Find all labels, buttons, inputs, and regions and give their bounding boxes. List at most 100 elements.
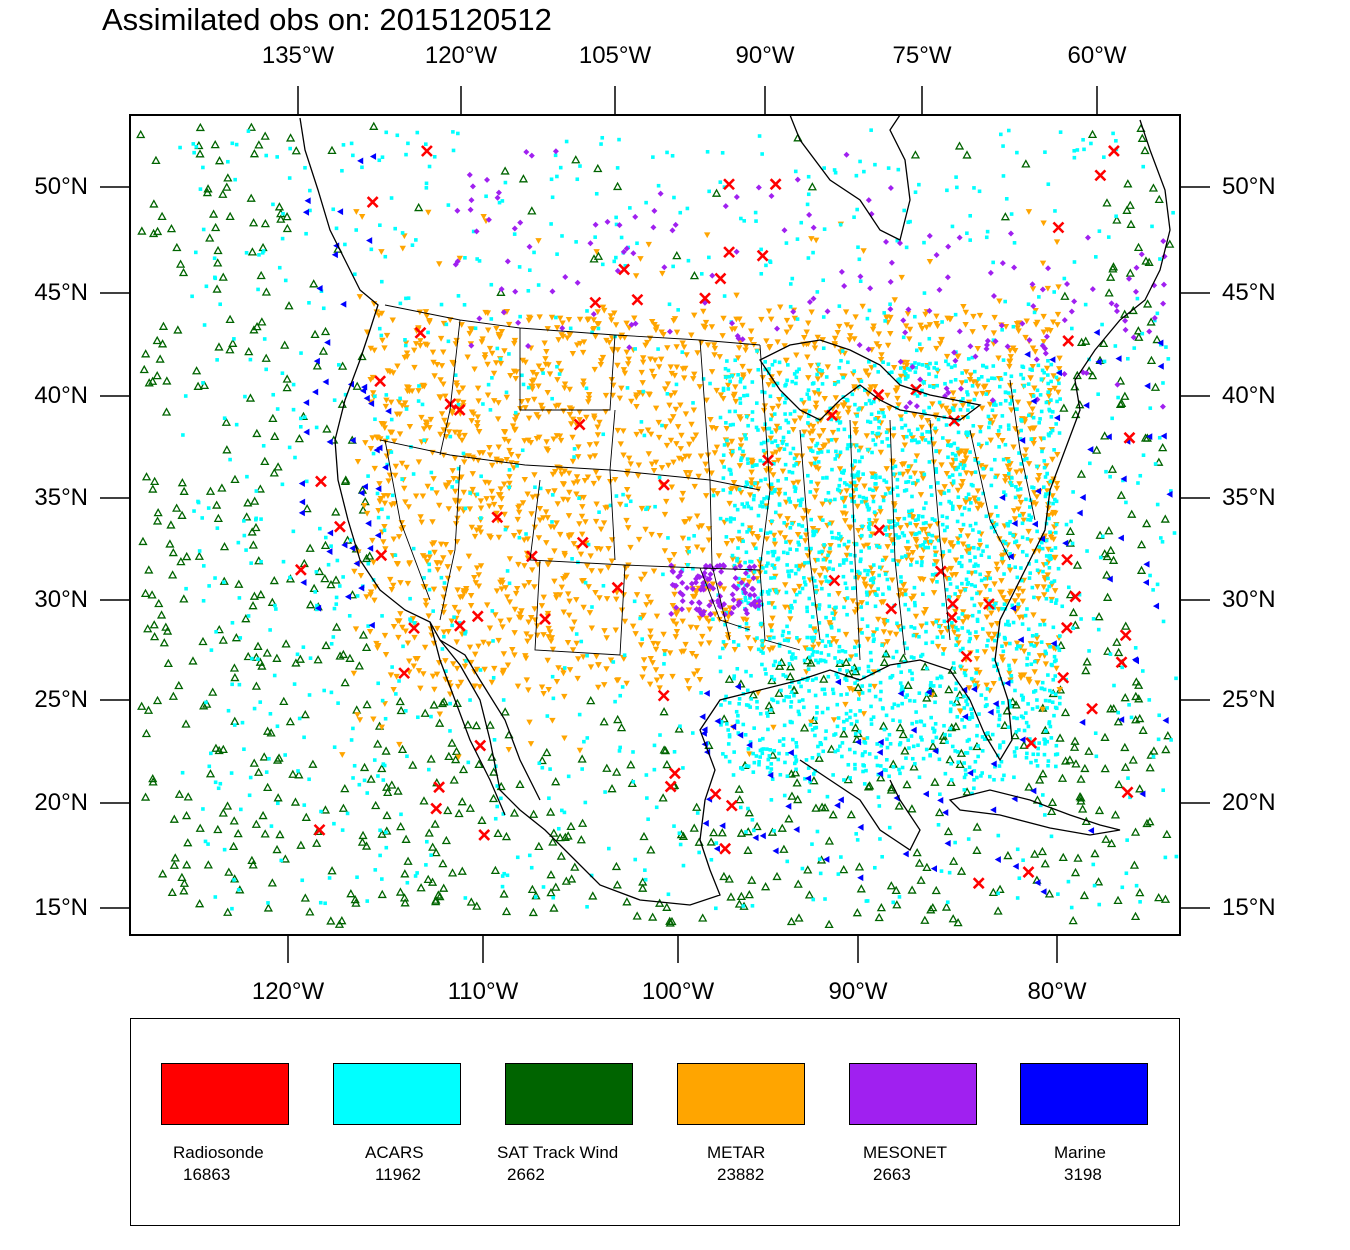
sat-track-wind-marker [199,701,209,710]
acars-marker [736,713,740,718]
acars-marker [481,402,485,406]
metar-marker [533,412,540,418]
metar-marker [1045,505,1052,512]
sat-track-wind-marker [576,835,586,844]
metar-marker [564,591,572,598]
metar-marker [580,604,587,611]
metar-marker [461,432,468,439]
acars-marker [686,536,691,541]
metar-marker [560,481,568,488]
acars-marker [288,575,292,580]
acars-marker [1028,737,1032,741]
metar-marker [729,485,736,492]
metar-marker [664,345,671,352]
metar-marker [543,446,550,453]
acars-marker [1054,601,1058,605]
acars-marker [888,491,892,495]
acars-marker [803,561,807,565]
acars-marker [873,604,878,609]
observation-markers-layer [136,121,1179,929]
metar-marker [647,356,654,363]
acars-marker [671,264,675,269]
acars-marker [1051,501,1055,506]
metar-marker [720,315,727,322]
acars-marker [383,254,388,259]
metar-marker [1051,385,1058,392]
metar-marker [748,469,755,476]
acars-marker [810,615,815,619]
sat-track-wind-marker [928,741,938,750]
metar-marker [420,671,427,677]
metar-marker [444,564,451,570]
metar-marker [809,428,817,435]
acars-marker [624,503,628,508]
metar-marker [361,503,368,509]
metar-marker [712,426,719,432]
metar-marker [690,407,698,414]
acars-marker [899,575,903,579]
sat-track-wind-marker [551,882,561,891]
acars-marker [955,519,960,524]
metar-marker [506,556,514,563]
acars-marker [280,482,285,487]
metar-marker [363,510,371,517]
metar-marker [1025,528,1032,535]
acars-marker [872,510,877,515]
metar-marker [382,546,389,552]
acars-marker [1026,724,1031,729]
metar-marker [566,667,574,673]
metar-marker [922,606,929,613]
sat-track-wind-marker [1150,382,1161,391]
metar-marker [646,681,654,688]
acars-marker [919,735,923,740]
metar-marker [392,463,400,470]
acars-marker [812,579,817,583]
acars-marker [872,363,877,368]
sat-track-wind-marker [282,223,292,233]
acars-marker [1038,417,1042,421]
acars-marker [1046,182,1051,186]
metar-marker [485,480,493,487]
acars-marker [942,619,947,624]
sat-track-wind-marker [1117,398,1127,407]
acars-marker [288,146,292,151]
metar-marker [468,409,476,416]
metar-marker [576,417,583,423]
metar-marker [977,463,985,469]
acars-marker [968,558,972,563]
acars-marker [962,694,966,699]
metar-marker [905,546,912,553]
acars-marker [502,871,506,876]
acars-marker [761,504,765,509]
acars-marker [912,656,916,660]
sat-track-wind-marker [182,860,192,869]
metar-marker [728,538,736,544]
acars-marker [451,148,456,153]
acars-marker [829,417,833,422]
acars-marker [652,767,657,772]
metar-marker [614,427,621,434]
metar-marker [565,316,573,323]
acars-marker [836,872,841,876]
metar-marker [890,433,897,440]
acars-marker [945,443,950,448]
acars-marker [966,392,970,397]
metar-marker [994,566,1001,573]
sat-track-wind-marker [176,259,186,268]
acars-marker [1036,746,1040,751]
acars-marker [468,491,472,495]
metar-marker [725,614,732,621]
acars-marker [1053,752,1058,757]
acars-marker [903,554,908,558]
metar-marker [679,490,687,497]
sat-track-wind-marker [159,638,169,647]
acars-marker [934,361,938,365]
sat-track-wind-marker [752,821,762,831]
acars-marker [856,384,861,389]
metar-marker [831,335,839,342]
metar-marker [381,345,388,352]
sat-track-wind-marker [626,760,636,769]
sat-track-wind-marker [212,500,222,509]
acars-marker [461,451,466,456]
acars-marker [1083,302,1088,307]
